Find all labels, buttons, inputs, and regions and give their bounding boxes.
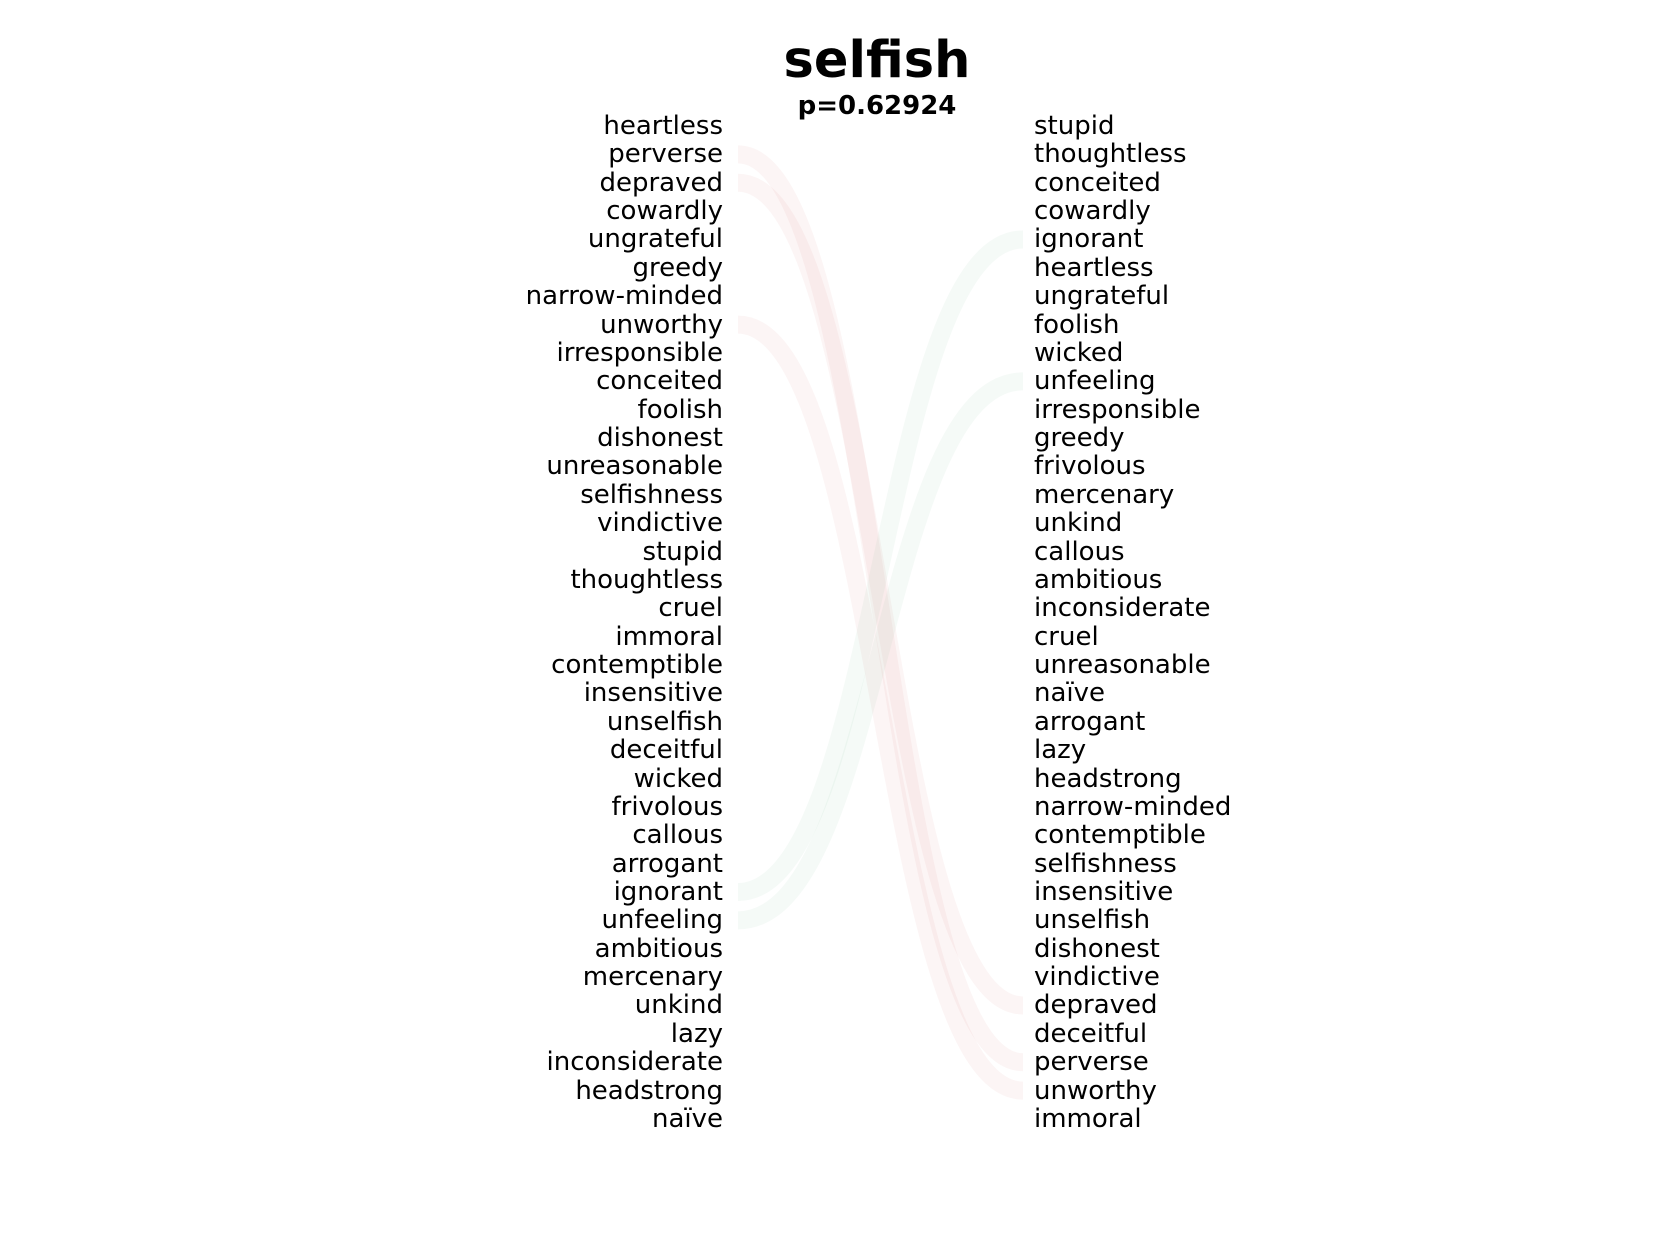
right-word-25: contemptible xyxy=(1034,820,1206,851)
right-link-0 xyxy=(737,230,1024,901)
right-word-20: naïve xyxy=(1034,678,1106,709)
right-word-0: stupid xyxy=(1034,111,1115,141)
left-word-14: vindictive xyxy=(597,508,723,539)
left-link-0 xyxy=(736,145,1025,1072)
left-word-6: narrow-minded xyxy=(525,281,723,312)
right-word-17: inconsiderate xyxy=(1034,593,1211,624)
right-word-6: ungrateful xyxy=(1034,281,1170,312)
right-word-11: greedy xyxy=(1034,423,1125,454)
left-word-23: wicked xyxy=(633,763,723,794)
left-word-13: selfishness xyxy=(580,479,723,510)
left-word-29: ambitious xyxy=(594,933,723,964)
left-word-11: dishonest xyxy=(597,423,723,454)
left-word-31: unkind xyxy=(634,990,723,1021)
right-word-35: immoral xyxy=(1034,1103,1142,1134)
left-word-8: irresponsible xyxy=(556,337,724,368)
right-word-30: vindictive xyxy=(1034,962,1160,993)
left-word-25: callous xyxy=(632,820,723,851)
right-word-23: headstrong xyxy=(1034,763,1182,794)
left-word-30: mercenary xyxy=(582,962,723,993)
left-word-21: unselfish xyxy=(606,706,723,737)
right-word-16: ambitious xyxy=(1034,564,1163,595)
right-word-4: ignorant xyxy=(1034,224,1144,255)
right-word-29: dishonest xyxy=(1034,933,1160,964)
left-link-1 xyxy=(736,173,1025,1015)
right-word-2: conceited xyxy=(1034,167,1161,198)
left-word-19: contemptible xyxy=(551,650,723,681)
right-word-31: depraved xyxy=(1034,990,1158,1021)
right-word-8: wicked xyxy=(1034,337,1124,368)
left-word-17: cruel xyxy=(658,593,723,624)
right-word-34: unworthy xyxy=(1034,1075,1157,1106)
left-word-15: stupid xyxy=(642,536,723,567)
left-link-2 xyxy=(736,315,1025,1100)
right-word-10: irresponsible xyxy=(1034,394,1201,425)
right-word-9: unfeeling xyxy=(1034,366,1156,397)
right-word-14: unkind xyxy=(1034,508,1123,539)
right-word-3: cowardly xyxy=(1034,196,1151,227)
right-word-26: selfishness xyxy=(1034,848,1177,879)
left-word-32: lazy xyxy=(670,1018,723,1049)
left-word-4: ungrateful xyxy=(587,224,723,255)
right-word-7: foolish xyxy=(1034,309,1120,340)
left-word-7: unworthy xyxy=(600,309,723,340)
right-word-32: deceitful xyxy=(1034,1018,1148,1049)
left-word-16: thoughtless xyxy=(570,564,723,595)
right-link-1 xyxy=(737,372,1024,930)
right-word-33: perverse xyxy=(1034,1047,1149,1078)
left-word-33: inconsiderate xyxy=(546,1047,723,1078)
right-word-5: heartless xyxy=(1034,252,1154,283)
right-word-12: frivolous xyxy=(1034,451,1146,482)
left-word-35: naïve xyxy=(651,1103,723,1134)
left-word-26: arrogant xyxy=(611,848,723,879)
left-word-1: perverse xyxy=(608,139,723,170)
right-word-22: lazy xyxy=(1034,735,1087,766)
right-word-21: arrogant xyxy=(1034,706,1146,737)
chart-title: selfish xyxy=(783,31,971,90)
left-word-12: unreasonable xyxy=(546,451,723,482)
right-word-18: cruel xyxy=(1034,621,1099,652)
left-word-2: depraved xyxy=(599,167,723,198)
right-word-27: insensitive xyxy=(1034,876,1174,907)
right-word-13: mercenary xyxy=(1034,479,1175,510)
right-word-28: unselfish xyxy=(1034,905,1151,936)
right-word-19: unreasonable xyxy=(1034,650,1211,681)
left-word-5: greedy xyxy=(632,252,723,283)
left-word-28: unfeeling xyxy=(601,905,723,936)
left-word-9: conceited xyxy=(596,366,723,397)
right-word-1: thoughtless xyxy=(1034,139,1187,170)
left-word-27: ignorant xyxy=(613,876,723,907)
right-word-24: narrow-minded xyxy=(1034,791,1232,822)
right-word-15: callous xyxy=(1034,536,1125,567)
p-value-subtitle: p=0.62924 xyxy=(797,91,957,121)
left-word-18: immoral xyxy=(615,621,723,652)
left-word-20: insensitive xyxy=(583,678,723,709)
left-word-0: heartless xyxy=(603,111,723,141)
left-word-34: headstrong xyxy=(575,1075,723,1106)
left-word-3: cowardly xyxy=(606,196,723,227)
left-word-24: frivolous xyxy=(611,791,723,822)
left-word-22: deceitful xyxy=(609,735,723,766)
left-word-10: foolish xyxy=(637,394,723,425)
